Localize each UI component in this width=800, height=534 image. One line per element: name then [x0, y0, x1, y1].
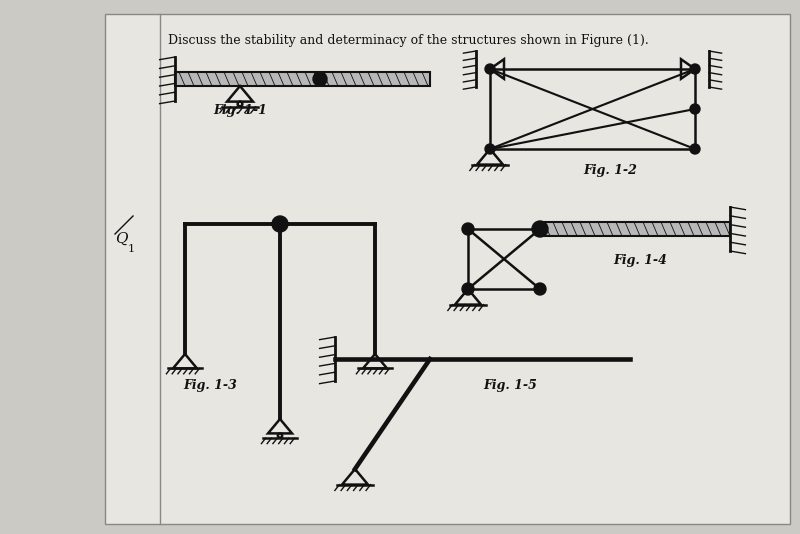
Circle shape [485, 144, 495, 154]
Bar [105, 14, 790, 524]
Circle shape [462, 283, 474, 295]
Text: Discuss the stability and determinacy of the structures shown in Figure (1).: Discuss the stability and determinacy of… [168, 34, 649, 47]
Text: Q: Q [115, 232, 127, 246]
Circle shape [485, 64, 495, 74]
Circle shape [534, 283, 546, 295]
Bar [540, 222, 730, 236]
Circle shape [690, 144, 700, 154]
Circle shape [532, 221, 548, 237]
Text: Fig. 1-1: Fig. 1-1 [213, 104, 267, 117]
Text: Fig. 1-2: Fig. 1-2 [583, 164, 637, 177]
Text: 1: 1 [128, 244, 135, 254]
Text: Fig. 1-4: Fig. 1-4 [613, 254, 667, 267]
Text: Fig. 1-3: Fig. 1-3 [183, 379, 237, 392]
Circle shape [462, 223, 474, 235]
Text: Fig. 1-5: Fig. 1-5 [483, 379, 537, 392]
Circle shape [313, 72, 327, 86]
Circle shape [690, 104, 700, 114]
Circle shape [690, 64, 700, 74]
Circle shape [272, 216, 288, 232]
Bar [175, 72, 430, 86]
